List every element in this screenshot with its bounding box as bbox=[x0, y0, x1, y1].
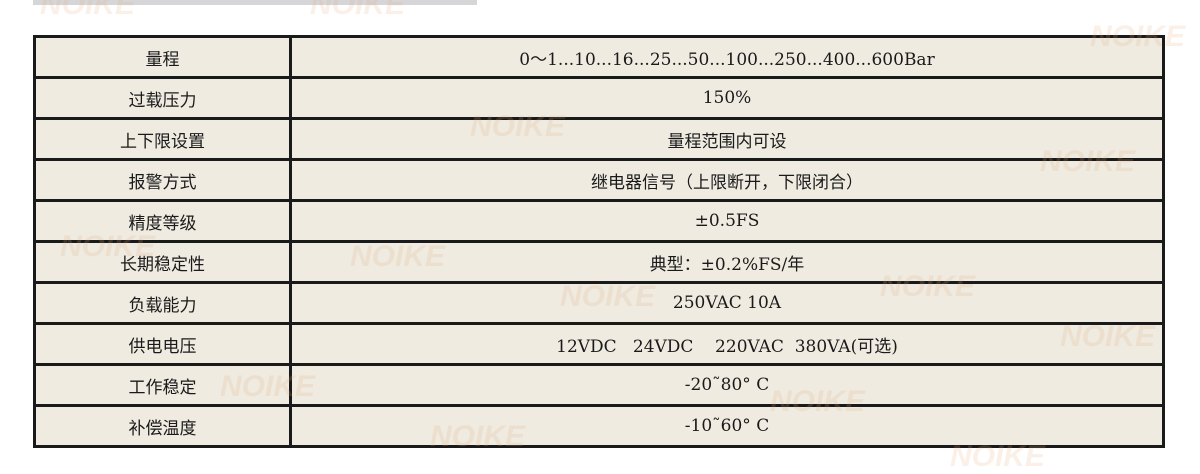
spec-row: 过载压力 150% bbox=[33, 76, 1165, 120]
spec-value: -20˜80° C bbox=[289, 363, 1165, 407]
spec-label: 量程 bbox=[33, 35, 292, 79]
spec-row: 精度等级 ±0.5FS bbox=[33, 199, 1165, 243]
spec-label: 负载能力 bbox=[33, 281, 292, 325]
spec-label: 上下限设置 bbox=[33, 117, 292, 161]
spec-label: 供电电压 bbox=[33, 322, 292, 366]
top-divider-bar bbox=[33, 0, 477, 5]
spec-value: 250VAC 10A bbox=[289, 281, 1165, 325]
spec-row: 上下限设置 量程范围内可设 bbox=[33, 117, 1165, 161]
spec-value: 典型：±0.2%FS/年 bbox=[289, 240, 1165, 284]
spec-value: 继电器信号（上限断开，下限闭合） bbox=[289, 158, 1165, 202]
spec-value: 量程范围内可设 bbox=[289, 117, 1165, 161]
spec-row: 供电电压 12VDC 24VDC 220VAC 380VA(可选) bbox=[33, 322, 1165, 366]
spec-row: 报警方式 继电器信号（上限断开，下限闭合） bbox=[33, 158, 1165, 202]
spec-label: 长期稳定性 bbox=[33, 240, 292, 284]
spec-row: 长期稳定性 典型：±0.2%FS/年 bbox=[33, 240, 1165, 284]
spec-value: 150% bbox=[289, 76, 1165, 120]
spec-label: 补偿温度 bbox=[33, 404, 292, 448]
spec-label: 报警方式 bbox=[33, 158, 292, 202]
spec-label: 工作稳定 bbox=[33, 363, 292, 407]
spec-row: 工作稳定 -20˜80° C bbox=[33, 363, 1165, 407]
spec-value: -10˜60° C bbox=[289, 404, 1165, 448]
spec-label: 过载压力 bbox=[33, 76, 292, 120]
spec-table: 量程 0～1...10...16...25...50...100...250...… bbox=[33, 35, 1165, 448]
spec-row: 补偿温度 -10˜60° C bbox=[33, 404, 1165, 448]
spec-label: 精度等级 bbox=[33, 199, 292, 243]
spec-value: 12VDC 24VDC 220VAC 380VA(可选) bbox=[289, 322, 1165, 366]
spec-row: 量程 0～1...10...16...25...50...100...250...… bbox=[33, 35, 1165, 79]
spec-value: ±0.5FS bbox=[289, 199, 1165, 243]
spec-value: 0～1...10...16...25...50...100...250...40… bbox=[289, 35, 1165, 79]
spec-row: 负载能力 250VAC 10A bbox=[33, 281, 1165, 325]
